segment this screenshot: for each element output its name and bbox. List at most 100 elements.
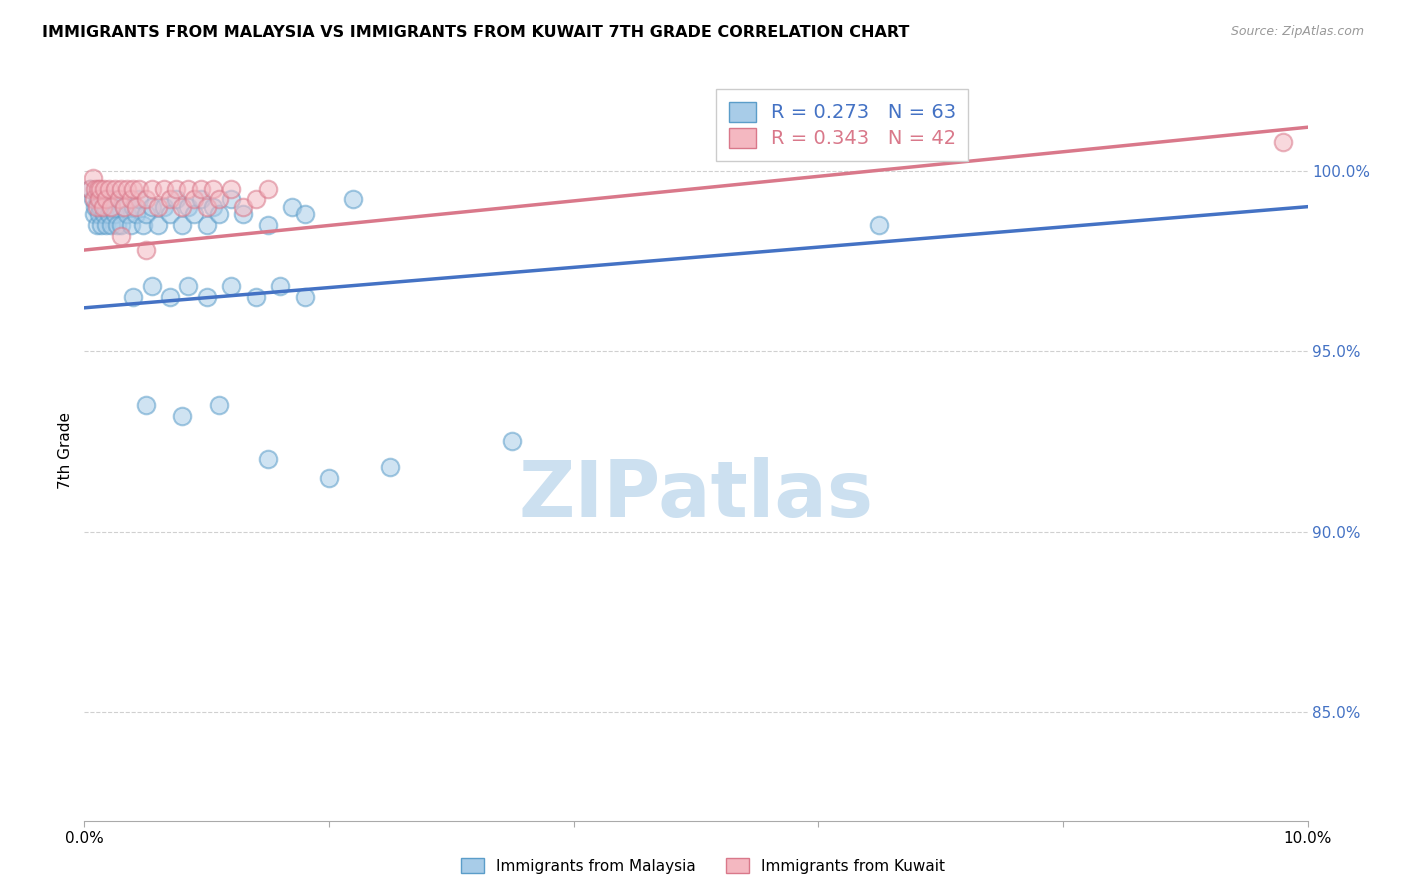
Point bbox=[100, 218, 122, 232]
Point bbox=[201, 181, 224, 195]
Point bbox=[87, 207, 110, 221]
Point bbox=[107, 193, 129, 207]
Point bbox=[294, 207, 316, 221]
Point bbox=[165, 193, 187, 207]
Point bbox=[201, 200, 224, 214]
Point bbox=[125, 207, 148, 221]
Point bbox=[172, 200, 194, 214]
Point bbox=[869, 218, 891, 232]
Point bbox=[79, 181, 101, 195]
Point bbox=[86, 200, 108, 214]
Point bbox=[135, 243, 157, 257]
Point bbox=[257, 452, 280, 467]
Point bbox=[112, 200, 135, 214]
Point bbox=[128, 193, 150, 207]
Point bbox=[159, 207, 181, 221]
Point bbox=[89, 200, 111, 214]
Point bbox=[380, 459, 402, 474]
Point bbox=[135, 207, 157, 221]
Point bbox=[257, 181, 280, 195]
Point bbox=[98, 200, 121, 214]
Point bbox=[159, 193, 181, 207]
Point bbox=[245, 290, 267, 304]
Point bbox=[110, 228, 132, 243]
Point bbox=[245, 193, 267, 207]
Point bbox=[84, 181, 107, 195]
Point bbox=[105, 218, 128, 232]
Point bbox=[190, 193, 212, 207]
Point bbox=[79, 181, 101, 195]
Point bbox=[208, 207, 231, 221]
Point bbox=[97, 207, 120, 221]
Point bbox=[120, 218, 142, 232]
Point bbox=[146, 218, 169, 232]
Point bbox=[172, 409, 194, 424]
Point bbox=[141, 181, 163, 195]
Point bbox=[96, 218, 118, 232]
Legend: Immigrants from Malaysia, Immigrants from Kuwait: Immigrants from Malaysia, Immigrants fro… bbox=[454, 852, 952, 880]
Point bbox=[208, 193, 231, 207]
Point bbox=[122, 200, 145, 214]
Point bbox=[115, 181, 138, 195]
Point bbox=[104, 207, 127, 221]
Text: Source: ZipAtlas.com: Source: ZipAtlas.com bbox=[1230, 25, 1364, 38]
Point bbox=[219, 181, 242, 195]
Point bbox=[86, 218, 108, 232]
Point bbox=[269, 279, 291, 293]
Point bbox=[110, 181, 132, 195]
Point bbox=[232, 207, 254, 221]
Point bbox=[100, 200, 122, 214]
Point bbox=[94, 200, 117, 214]
Point bbox=[159, 290, 181, 304]
Text: ZIPatlas: ZIPatlas bbox=[519, 457, 873, 533]
Point bbox=[91, 193, 114, 207]
Point bbox=[82, 193, 104, 207]
Point bbox=[122, 181, 145, 195]
Point bbox=[125, 200, 148, 214]
Point bbox=[101, 193, 124, 207]
Point bbox=[1272, 135, 1295, 149]
Point bbox=[135, 398, 157, 412]
Point bbox=[146, 200, 169, 214]
Point bbox=[342, 193, 364, 207]
Point bbox=[294, 290, 316, 304]
Point bbox=[257, 218, 280, 232]
Point bbox=[97, 193, 120, 207]
Point bbox=[141, 279, 163, 293]
Point bbox=[195, 218, 218, 232]
Point bbox=[91, 200, 114, 214]
Point bbox=[110, 218, 132, 232]
Point bbox=[177, 279, 200, 293]
Text: IMMIGRANTS FROM MALAYSIA VS IMMIGRANTS FROM KUWAIT 7TH GRADE CORRELATION CHART: IMMIGRANTS FROM MALAYSIA VS IMMIGRANTS F… bbox=[42, 25, 910, 40]
Point bbox=[177, 200, 200, 214]
Point bbox=[83, 207, 105, 221]
Point bbox=[96, 193, 118, 207]
Point bbox=[183, 193, 205, 207]
Point bbox=[132, 218, 155, 232]
Point bbox=[115, 207, 138, 221]
Point bbox=[90, 218, 112, 232]
Point bbox=[82, 170, 104, 185]
Point bbox=[208, 398, 231, 412]
Point bbox=[153, 200, 176, 214]
Point bbox=[93, 207, 115, 221]
Point bbox=[93, 181, 115, 195]
Point bbox=[112, 200, 135, 214]
Point bbox=[281, 200, 304, 214]
Point bbox=[84, 200, 107, 214]
Point bbox=[195, 200, 218, 214]
Point bbox=[135, 193, 157, 207]
Point bbox=[195, 290, 218, 304]
Point bbox=[128, 181, 150, 195]
Point bbox=[165, 181, 187, 195]
Point bbox=[318, 470, 340, 484]
Point bbox=[141, 200, 163, 214]
Point bbox=[232, 200, 254, 214]
Point bbox=[172, 218, 194, 232]
Point bbox=[122, 290, 145, 304]
Point bbox=[97, 181, 120, 195]
Point bbox=[87, 193, 110, 207]
Point bbox=[219, 193, 242, 207]
Point bbox=[89, 181, 111, 195]
Point bbox=[219, 279, 242, 293]
